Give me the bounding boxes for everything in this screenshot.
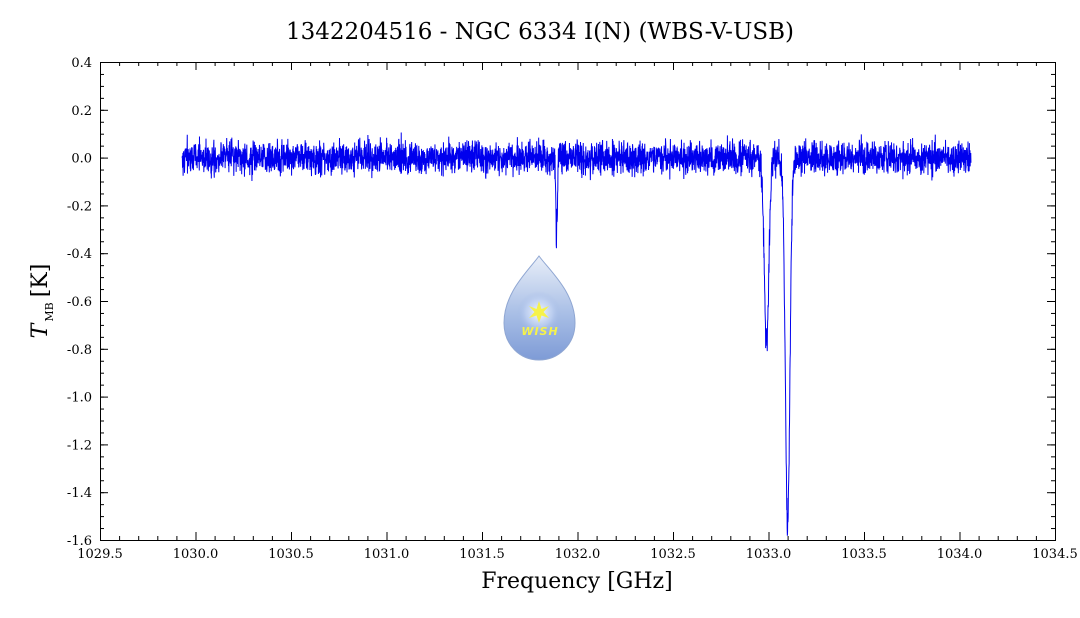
y-tick-label: -0.2 (67, 199, 92, 214)
x-tick-label: 1033.5 (841, 547, 887, 562)
wish-logo-text: WISH (521, 325, 558, 338)
x-tick-label: 1030.0 (173, 547, 219, 562)
y-tick-label: 0.2 (71, 104, 92, 119)
chart-title: 1342204516 - NGC 6334 I(N) (WBS-V-USB) (286, 19, 794, 45)
y-axis-symbol: T (28, 321, 53, 338)
x-tick-label: 1031.5 (459, 547, 505, 562)
y-tick-labels: 0.4 0.2 0.0 -0.2 -0.4 -0.6 -0.8 -1.0 -1.2 -1.4 -1.… (67, 56, 92, 549)
spectrum-line (181, 132, 972, 536)
x-tick-label: 1034.0 (937, 547, 983, 562)
y-tick-label: -0.4 (67, 247, 92, 262)
x-tick-label: 1032.5 (650, 547, 696, 562)
x-tick-label: 1032.0 (555, 547, 601, 562)
x-tick-label: 1029.5 (77, 547, 123, 562)
y-tick-label: -1.4 (67, 486, 92, 501)
y-axis-unit: [K] (28, 264, 53, 298)
x-tick-label: 1034.5 (1032, 547, 1078, 562)
y-tick-label: -0.8 (67, 343, 92, 358)
x-axis-label: Frequency [GHz] (481, 569, 673, 594)
y-axis-subscript: MB (43, 302, 56, 321)
wish-logo: WISH (503, 255, 576, 361)
axis-ticks (100, 62, 1056, 541)
x-tick-label: 1031.0 (364, 547, 410, 562)
y-tick-label: 0.4 (71, 56, 92, 71)
plot-frame (100, 62, 1056, 541)
y-tick-label: -1.0 (67, 391, 92, 406)
y-tick-label: -1.2 (67, 438, 92, 453)
y-tick-label: -1.6 (67, 534, 92, 549)
star-icon (529, 301, 549, 323)
x-tick-label: 1033.0 (746, 547, 792, 562)
svg-text:TMB[K]: TMB [K] (28, 264, 56, 339)
x-tick-label: 1030.5 (268, 547, 314, 562)
y-tick-label: -0.6 (67, 295, 92, 310)
y-tick-label: 0.0 (71, 152, 92, 167)
y-axis-label: TMB [K] (28, 264, 56, 339)
x-tick-labels: 1029.5 1030.0 1030.5 1031.0 1031.5 1032.0 1032… (77, 547, 1078, 562)
